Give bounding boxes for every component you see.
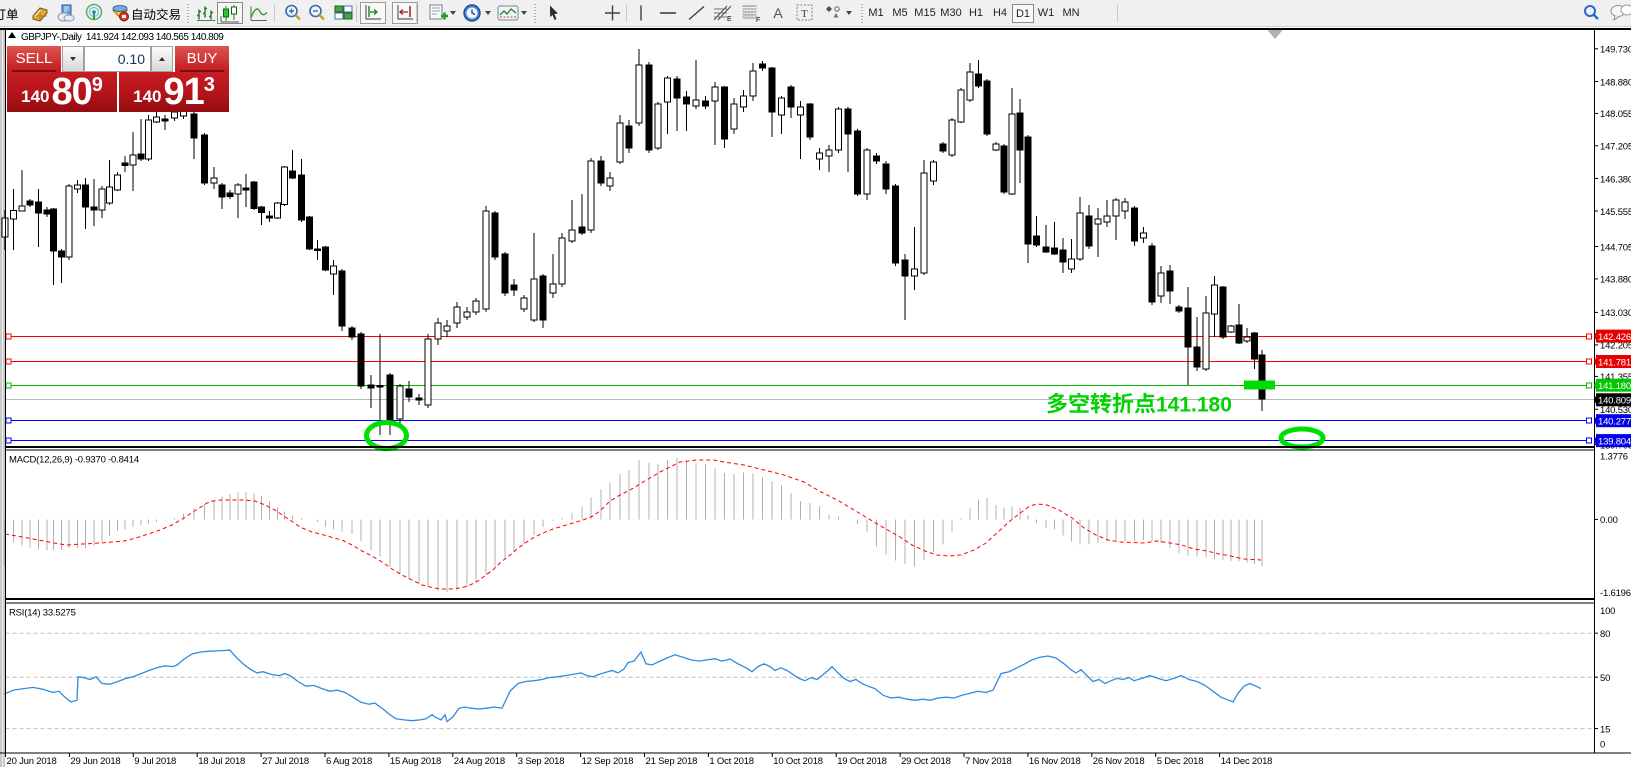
svg-text:-1.6196: -1.6196	[1600, 588, 1631, 599]
svg-text:80: 80	[1600, 629, 1610, 640]
svg-text:6 Aug 2018: 6 Aug 2018	[326, 756, 372, 767]
svg-text:9 Jul 2018: 9 Jul 2018	[134, 756, 176, 767]
svg-text:29 Jun 2018: 29 Jun 2018	[70, 756, 120, 767]
svg-text:12 Sep 2018: 12 Sep 2018	[582, 756, 634, 767]
svg-text:T: T	[801, 8, 808, 20]
svg-text:143.030: 143.030	[1600, 308, 1631, 319]
svg-text:0: 0	[1600, 739, 1605, 750]
svg-text:26 Nov 2018: 26 Nov 2018	[1093, 756, 1145, 767]
svg-text:145.555: 145.555	[1600, 207, 1631, 218]
svg-text:29 Oct 2018: 29 Oct 2018	[901, 756, 951, 767]
svg-text:148.880: 148.880	[1600, 77, 1631, 88]
svg-text:141.355: 141.355	[1600, 372, 1631, 383]
svg-text:MACD(12,26,9) -0.9370 -0.8414: MACD(12,26,9) -0.9370 -0.8414	[9, 455, 139, 466]
svg-text:100: 100	[1600, 606, 1615, 617]
svg-text:142.426: 142.426	[1598, 332, 1631, 343]
svg-text:7 Nov 2018: 7 Nov 2018	[965, 756, 1012, 767]
svg-text:15: 15	[1600, 724, 1610, 735]
svg-text:144.705: 144.705	[1600, 242, 1631, 253]
svg-text:142.205: 142.205	[1600, 341, 1631, 352]
svg-text:50: 50	[1600, 673, 1610, 684]
svg-text:5 Dec 2018: 5 Dec 2018	[1157, 756, 1204, 767]
svg-text:139.804: 139.804	[1598, 436, 1631, 447]
svg-text:143.880: 143.880	[1600, 275, 1631, 286]
svg-text:18 Jul 2018: 18 Jul 2018	[198, 756, 245, 767]
svg-text:16 Nov 2018: 16 Nov 2018	[1029, 756, 1081, 767]
svg-text:RSI(14) 33.5275: RSI(14) 33.5275	[9, 608, 76, 619]
svg-text:24 Aug 2018: 24 Aug 2018	[454, 756, 505, 767]
svg-text:21 Sep 2018: 21 Sep 2018	[646, 756, 698, 767]
svg-text:20 Jun 2018: 20 Jun 2018	[7, 756, 57, 767]
svg-text:140.530: 140.530	[1600, 405, 1631, 416]
svg-text:0.00: 0.00	[1600, 515, 1618, 526]
svg-text:15 Aug 2018: 15 Aug 2018	[390, 756, 441, 767]
svg-text:140.809: 140.809	[1598, 396, 1631, 407]
svg-text:3 Sep 2018: 3 Sep 2018	[518, 756, 565, 767]
svg-text:14 Dec 2018: 14 Dec 2018	[1221, 756, 1273, 767]
svg-text:F: F	[756, 17, 760, 23]
svg-text:19 Oct 2018: 19 Oct 2018	[837, 756, 887, 767]
svg-text:1 Oct 2018: 1 Oct 2018	[709, 756, 753, 767]
svg-text:10 Oct 2018: 10 Oct 2018	[773, 756, 823, 767]
svg-text:141.180: 141.180	[1598, 381, 1631, 392]
svg-text:141.781: 141.781	[1598, 357, 1631, 368]
svg-text:1.3776: 1.3776	[1600, 451, 1628, 462]
svg-text:27 Jul 2018: 27 Jul 2018	[262, 756, 309, 767]
svg-text:147.205: 147.205	[1600, 142, 1631, 153]
svg-text:140.277: 140.277	[1598, 417, 1631, 428]
svg-text:149.730: 149.730	[1600, 45, 1631, 56]
svg-text:E: E	[727, 16, 732, 23]
svg-text:148.055: 148.055	[1600, 109, 1631, 120]
svg-text:146.380: 146.380	[1600, 174, 1631, 185]
svg-text:141.180: 141.180	[1156, 394, 1232, 417]
